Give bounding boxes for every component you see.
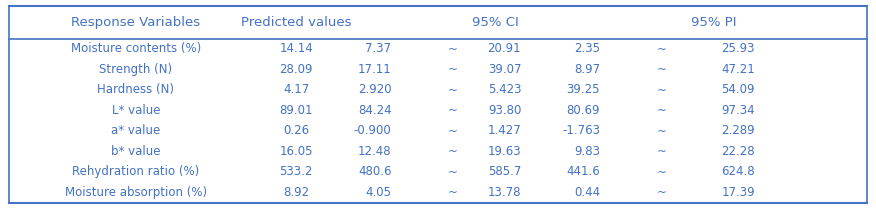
Text: ~: ~ [656,166,667,178]
Text: 97.34: 97.34 [722,104,755,117]
Text: ~: ~ [448,42,458,55]
Text: Hardness (N): Hardness (N) [97,83,174,96]
Text: 14.14: 14.14 [279,42,313,55]
Text: a* value: a* value [111,124,160,138]
Text: 17.39: 17.39 [722,186,755,199]
Text: 16.05: 16.05 [279,145,313,158]
Text: 2.35: 2.35 [574,42,600,55]
Text: ~: ~ [448,166,458,178]
Text: 585.7: 585.7 [488,166,521,178]
Text: 25.93: 25.93 [722,42,755,55]
Text: ~: ~ [656,42,667,55]
Text: ~: ~ [448,124,458,138]
Text: 0.26: 0.26 [283,124,309,138]
Text: 8.92: 8.92 [283,186,309,199]
Text: ~: ~ [656,124,667,138]
Text: 93.80: 93.80 [488,104,521,117]
Text: 54.09: 54.09 [722,83,755,96]
Text: ~: ~ [448,186,458,199]
Text: ~: ~ [656,104,667,117]
Text: -0.900: -0.900 [354,124,392,138]
Text: 5.423: 5.423 [488,83,521,96]
Text: L* value: L* value [111,104,160,117]
Text: 13.78: 13.78 [488,186,521,199]
Text: 480.6: 480.6 [358,166,392,178]
Text: 0.44: 0.44 [574,186,600,199]
Text: 20.91: 20.91 [488,42,521,55]
Text: 624.8: 624.8 [722,166,755,178]
Text: 12.48: 12.48 [358,145,392,158]
Text: Predicted values: Predicted values [241,16,351,29]
Text: 22.28: 22.28 [722,145,755,158]
Text: 95% CI: 95% CI [471,16,519,29]
Text: ~: ~ [656,145,667,158]
Text: 84.24: 84.24 [358,104,392,117]
Text: Moisture absorption (%): Moisture absorption (%) [65,186,207,199]
Text: 17.11: 17.11 [357,63,392,76]
Text: 533.2: 533.2 [279,166,313,178]
Text: 39.07: 39.07 [488,63,521,76]
Text: 7.37: 7.37 [365,42,392,55]
Text: ~: ~ [448,83,458,96]
Text: 39.25: 39.25 [567,83,600,96]
Text: ~: ~ [656,63,667,76]
Text: Moisture contents (%): Moisture contents (%) [71,42,201,55]
Text: ~: ~ [448,145,458,158]
Text: 28.09: 28.09 [279,63,313,76]
Text: 4.17: 4.17 [283,83,309,96]
Text: 95% PI: 95% PI [691,16,737,29]
Text: ~: ~ [448,63,458,76]
Text: 8.97: 8.97 [574,63,600,76]
Text: 2.920: 2.920 [358,83,392,96]
Text: Response Variables: Response Variables [71,16,201,29]
Text: 47.21: 47.21 [721,63,755,76]
Text: 2.289: 2.289 [722,124,755,138]
Text: Rehydration ratio (%): Rehydration ratio (%) [72,166,200,178]
Text: Strength (N): Strength (N) [99,63,173,76]
Text: b* value: b* value [111,145,160,158]
Text: 89.01: 89.01 [279,104,313,117]
Text: 80.69: 80.69 [567,104,600,117]
Text: -1.763: -1.763 [562,124,600,138]
Text: ~: ~ [656,186,667,199]
Text: 9.83: 9.83 [574,145,600,158]
Text: ~: ~ [656,83,667,96]
Text: 441.6: 441.6 [566,166,600,178]
Text: 1.427: 1.427 [487,124,521,138]
Text: 19.63: 19.63 [488,145,521,158]
Text: ~: ~ [448,104,458,117]
Text: 4.05: 4.05 [365,186,392,199]
